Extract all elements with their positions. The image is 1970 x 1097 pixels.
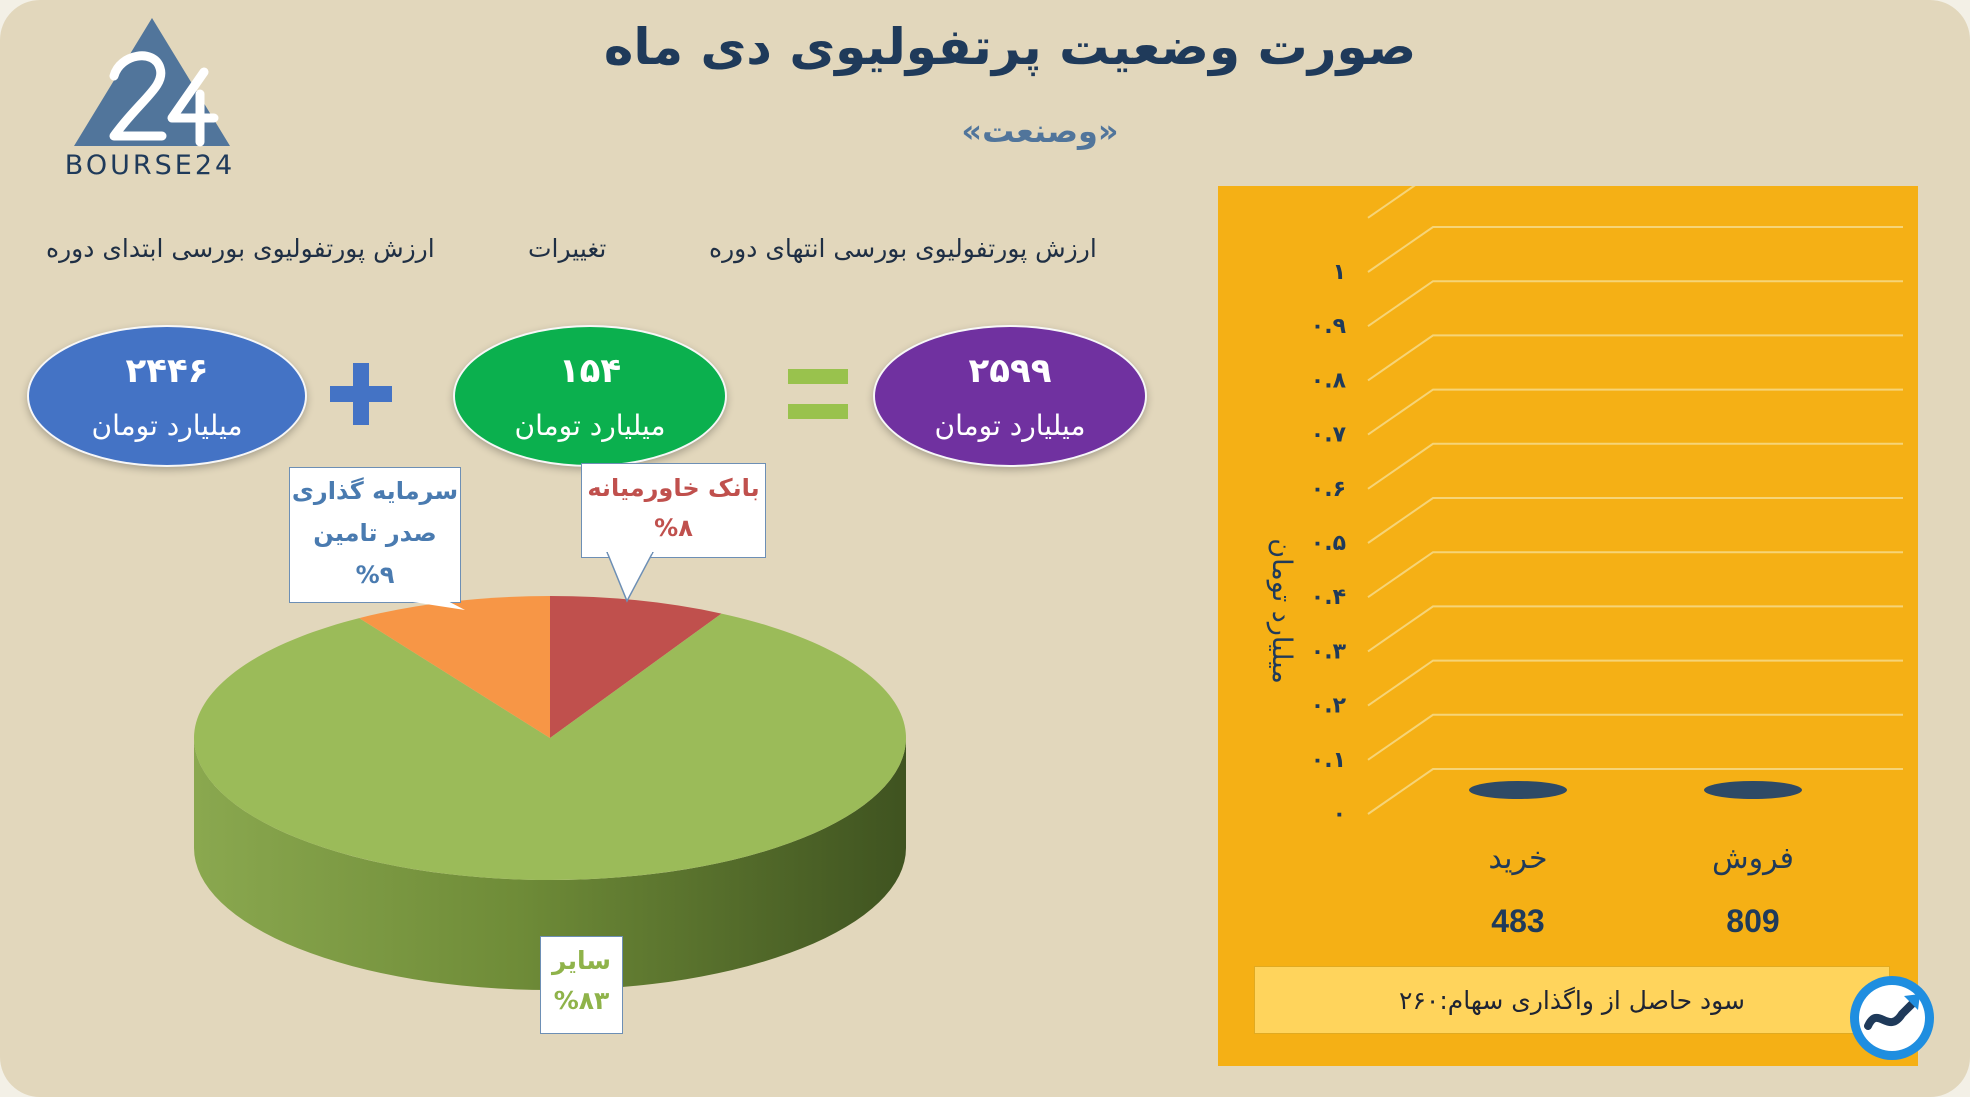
bar-chart-data-labels: 483 809 [1491,903,1779,939]
start-value-heading: ارزش پورتفولیوی بورسی ابتدای دوره [46,234,435,263]
y-axis-title: میلیارد تومان [1266,538,1297,684]
pie-side-surface [194,738,906,990]
bar-data-label: 809 [1726,903,1779,939]
grid-line [1367,605,1903,653]
change-value-unit: میلیارد تومان [514,408,666,442]
grid-line [1367,497,1903,544]
pie-label-sarmaye-value: %۹ [355,561,395,589]
grid-line [1367,334,1903,382]
pie-label-sarmaye-line2: صدر تامین [313,519,437,547]
plus-icon [330,363,392,425]
y-tick-label: ۰.۸ [1311,368,1347,393]
grid-line [1367,659,1903,707]
grid-line [1367,768,1903,815]
profit-note: سود حاصل از واگذاری سهام:۲۶۰ [1254,966,1890,1034]
callout-pointer-sarmaye [380,597,465,610]
change-value: ۱۵۴ [558,350,622,391]
y-tick-label: ۰.۲ [1311,694,1347,719]
y-tick-label: ۱ [1333,260,1346,285]
end-value: ۲۵۹۹ [968,350,1052,391]
grid-line [1367,280,1903,328]
end-value-oval: ۲۵۹۹ میلیارد تومان [873,325,1147,467]
pie-chart [194,596,907,990]
grid-line [1367,226,1903,273]
end-value-unit: میلیارد تومان [934,408,1086,442]
grid-line [1367,186,1416,219]
y-tick-label: ۰.۵ [1311,531,1346,556]
start-value-oval: ۲۴۴۶ میلیارد تومان [27,325,307,467]
grid-line [1367,713,1903,761]
grid-line [1367,388,1903,436]
pie-label-sarmaye-line1: سرمایه گذاری [291,477,459,505]
bar-chart-x-labels: خرید فروش [1488,841,1794,876]
equals-icon [788,369,848,419]
page-subtitle: «وصنعت» [961,112,1119,150]
bar-1 [1704,781,1802,799]
pie-slice-2 [359,596,550,738]
grid-line [1367,442,1903,490]
x-tick-label: خرید [1488,841,1547,876]
bar-chart-panel: ۰ ۰.۱ ۰.۲ ۰.۳ ۰.۴ ۰.۵ ۰.۶ ۰.۷ ۰.۸ ۰.۹ ۱ خرید فروش 4… [1218,186,1918,1066]
pie-label-bank-value: %۸ [654,514,693,542]
logo-text: BOURSE24 [64,150,236,181]
y-tick-label: ۰.۷ [1311,423,1347,448]
page-title: صورت وضعیت پرتفولیوی دی ماه [603,18,1417,76]
pie-label-sayer-name: سایر [552,946,611,975]
y-tick-label: ۰.۱ [1311,748,1346,773]
pie-label-bank-name: بانک خاورمیانه [587,474,760,502]
y-tick-label: ۰.۳ [1311,639,1347,664]
bar-chart-y-ticks: ۰ ۰.۱ ۰.۲ ۰.۳ ۰.۴ ۰.۵ ۰.۶ ۰.۷ ۰.۸ ۰.۹ ۱ [1311,260,1347,827]
pie-top-slices [194,596,907,880]
bar-chart-bars [1469,781,1802,799]
start-value: ۲۴۴۶ [125,350,209,391]
y-tick-label: ۰.۴ [1311,585,1346,610]
change-value-oval: ۱۵۴ میلیارد تومان [453,325,727,467]
start-value-unit: میلیارد تومان [91,408,243,442]
trend-badge-icon [1850,976,1934,1060]
end-value-heading: ارزش پورتفولیوی بورسی انتهای دوره [709,234,1097,263]
pie-label-sayer: سایر %۸۳ [540,936,623,1034]
bar-chart: ۰ ۰.۱ ۰.۲ ۰.۳ ۰.۴ ۰.۵ ۰.۶ ۰.۷ ۰.۸ ۰.۹ ۱ خرید فروش 4… [1266,186,1903,939]
callout-pointer-bank [606,552,654,603]
x-tick-label: فروش [1712,841,1794,876]
grid-line [1367,551,1903,599]
y-tick-label: ۰ [1333,802,1346,827]
pie-label-sayer-value: %۸۳ [553,986,610,1015]
pie-label-bank-khavarmianeh: بانک خاورمیانه %۸ [581,463,766,558]
bar-chart-grid [1367,186,1903,815]
change-heading: تغییرات [528,234,607,263]
pie-label-sarmaye-gozari: سرمایه گذاری صدر تامین %۹ [289,467,461,603]
pie-slice-1 [194,613,907,880]
bourse24-logo [74,18,230,147]
pie-slice-0 [550,596,722,738]
bar-0 [1469,781,1567,799]
bar-data-label: 483 [1491,903,1544,939]
pie-side-wall [194,738,906,990]
y-tick-label: ۰.۶ [1311,477,1346,502]
y-tick-label: ۰.۹ [1311,314,1346,339]
